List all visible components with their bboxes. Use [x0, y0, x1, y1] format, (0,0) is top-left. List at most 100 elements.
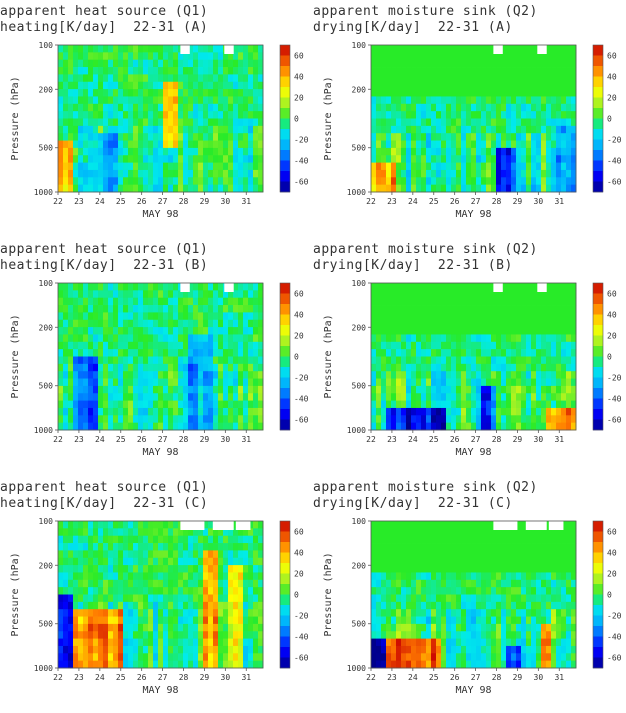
heatmap-cell — [391, 521, 397, 529]
heatmap-cell — [526, 334, 532, 343]
heatmap-cell — [218, 415, 224, 424]
heatmap-cell — [426, 177, 432, 186]
heatmap-cell — [233, 184, 239, 193]
heatmap-cell — [381, 177, 387, 186]
heatmap-cell — [396, 177, 402, 186]
heatmap-cell — [546, 356, 552, 365]
heatmap-cell — [466, 400, 472, 409]
heatmap-cell — [143, 111, 149, 119]
heatmap-cell — [511, 305, 517, 313]
heatmap-cell — [436, 393, 442, 401]
heatmap-cell — [128, 609, 134, 617]
heatmap-cell — [248, 528, 254, 537]
heatmap-cell — [253, 550, 259, 559]
heatmap-cell — [411, 422, 417, 431]
heatmap-cell — [521, 327, 527, 335]
heatmap-cell — [108, 638, 114, 647]
heatmap-cell — [203, 422, 209, 431]
heatmap-cell — [461, 184, 467, 193]
colorbar-tick-label: -20 — [607, 374, 622, 383]
heatmap-cell — [148, 125, 154, 134]
heatmap-cell — [446, 118, 452, 127]
heatmap-cell — [208, 528, 214, 537]
heatmap-cell — [521, 177, 527, 186]
heatmap-cell — [371, 319, 377, 328]
heatmap-cell — [83, 52, 89, 61]
heatmap-cell — [436, 312, 442, 321]
heatmap-cell — [98, 52, 104, 61]
heatmap-cell — [218, 638, 224, 647]
heatmap-cell — [496, 67, 502, 75]
heatmap-cell — [63, 653, 69, 662]
heatmap-cell — [486, 609, 492, 617]
heatmap-cell — [63, 133, 69, 141]
heatmap-cell — [253, 74, 259, 83]
heatmap-cell — [83, 609, 89, 617]
heatmap-cell — [138, 623, 144, 632]
heatmap-cell — [133, 579, 139, 588]
heatmap-cell — [213, 623, 219, 632]
heatmap-cell — [58, 111, 64, 119]
heatmap-cell — [108, 59, 114, 68]
heatmap-cell — [486, 312, 492, 321]
heatmap-cell — [158, 290, 164, 299]
heatmap-cell — [213, 528, 219, 537]
heatmap-cell — [481, 96, 487, 105]
heatmap-cell — [123, 415, 129, 424]
heatmap-cell — [456, 371, 462, 379]
heatmap-cell — [118, 631, 124, 639]
heatmap-cell — [98, 371, 104, 379]
heatmap-cell — [103, 327, 109, 335]
heatmap-cell — [138, 59, 144, 68]
heatmap-cell — [381, 579, 387, 588]
heatmap-cell — [536, 169, 542, 178]
heatmap-cell — [546, 290, 552, 299]
heatmap-cell — [163, 52, 169, 61]
heatmap-cell — [556, 349, 562, 357]
heatmap-cell — [411, 371, 417, 379]
heatmap-cell — [138, 327, 144, 335]
heatmap-cell — [391, 327, 397, 335]
heatmap-cell — [228, 594, 234, 603]
heatmap-cell — [566, 155, 572, 163]
heatmap-cell — [531, 52, 537, 61]
heatmap-cell — [238, 356, 244, 365]
heatmap-cell — [218, 147, 224, 156]
heatmap-cell — [98, 601, 104, 610]
heatmap-cell — [58, 305, 64, 313]
heatmap-cell — [218, 297, 224, 306]
heatmap-cell — [198, 565, 204, 573]
heatmap-cell — [208, 645, 214, 654]
heatmap-cell — [466, 371, 472, 379]
heatmap-cell — [83, 565, 89, 573]
heatmap-cell — [396, 645, 402, 654]
chart-subtitle: heating[K/day] 22-31 (B) — [0, 258, 209, 273]
heatmap-cell — [63, 74, 69, 83]
heatmap-cell — [108, 609, 114, 617]
heatmap-cell — [93, 169, 99, 178]
heatmap-cell — [213, 587, 219, 595]
heatmap-cell — [73, 155, 79, 163]
heatmap-cell — [228, 616, 234, 625]
heatmap-cell — [93, 601, 99, 610]
heatmap-cell — [371, 184, 377, 193]
heatmap-cell — [68, 356, 74, 365]
y-tick-label: 1000 — [347, 188, 366, 197]
heatmap-cell — [546, 45, 552, 53]
heatmap-cell — [436, 623, 442, 632]
heatmap-cell — [213, 74, 219, 83]
heatmap-cell — [88, 371, 94, 379]
heatmap-cell — [531, 327, 537, 335]
heatmap-cell — [233, 393, 239, 401]
heatmap-cell — [193, 319, 199, 328]
heatmap-cell — [213, 52, 219, 61]
heatmap-cell — [476, 290, 482, 299]
heatmap-cell — [406, 74, 412, 83]
heatmap-cell — [491, 341, 497, 350]
heatmap-cell — [133, 653, 139, 662]
heatmap-cell — [396, 356, 402, 365]
heatmap-cell — [213, 305, 219, 313]
heatmap-cell — [148, 378, 154, 387]
